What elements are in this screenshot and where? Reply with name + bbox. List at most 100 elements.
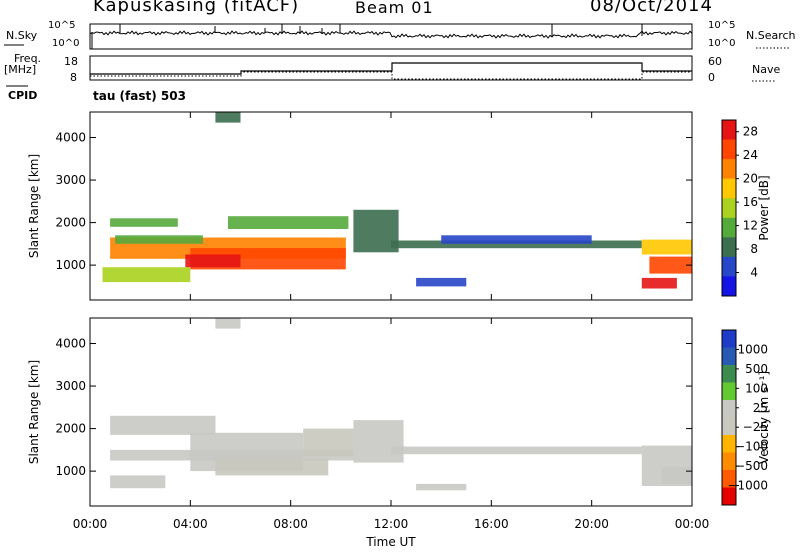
power-data-cell xyxy=(641,277,677,289)
power-colorbar-swatch xyxy=(722,159,736,179)
cpid-label: CPID xyxy=(8,89,38,102)
velocity-y-axis-label: Slant Range [km] xyxy=(27,360,41,464)
velocity-data-cell xyxy=(661,466,692,484)
power-data-cell xyxy=(115,235,203,244)
velocity-colorbar-swatch xyxy=(722,417,736,436)
power-colorbar-label: Power [dB] xyxy=(757,175,771,240)
velocity-data-cell xyxy=(110,475,166,489)
power-y-axis-label: Slant Range [km] xyxy=(27,154,41,258)
velocity-colorbar-swatch xyxy=(722,330,736,348)
freq-panel-frame xyxy=(89,55,693,81)
velocity-plot-bg xyxy=(90,318,692,506)
velocity-colorbar-swatch xyxy=(722,435,736,453)
velocity-data-cell xyxy=(215,458,329,476)
power-y-tick-label: 4000 xyxy=(55,131,86,145)
power-colorbar-tick-label: 20 xyxy=(743,172,758,186)
velocity-colorbar-tick-label: −25 xyxy=(743,420,768,434)
power-colorbar-tick-label: 28 xyxy=(743,125,758,139)
power-data-cell xyxy=(391,240,642,249)
velocity-colorbar-swatch xyxy=(722,487,736,506)
velocity-y-tick-label: 4000 xyxy=(55,337,86,351)
noise-left-top-tick: 10^5 xyxy=(48,20,76,31)
power-data-cell xyxy=(102,267,191,283)
velocity-colorbar-tick-label: 1000 xyxy=(737,342,768,356)
power-colorbar-tick-label: 8 xyxy=(750,242,758,256)
freq-bottom-tick: 8 xyxy=(70,71,77,84)
velocity-colorbar-frame xyxy=(721,329,737,506)
x-tick-label: 00:00 xyxy=(73,517,108,531)
x-tick-label: 08:00 xyxy=(273,517,308,531)
velocity-colorbar-tick-label: 25 xyxy=(753,401,768,415)
velocity-data-cell xyxy=(353,420,404,463)
power-colorbar-swatch xyxy=(722,276,736,297)
power-data-cell xyxy=(649,256,692,274)
noise-right-top-tick: 10^5 xyxy=(708,20,736,31)
velocity-colorbar-tick-label: −100 xyxy=(735,440,768,454)
nave-bottom-tick: 0 xyxy=(708,71,715,84)
power-y-tick-label: 3000 xyxy=(55,173,86,187)
velocity-colorbar-tick-label: 500 xyxy=(745,362,768,376)
power-colorbar-swatch xyxy=(722,120,736,140)
power-data-cell xyxy=(441,235,592,244)
velocity-colorbar-swatch xyxy=(722,400,736,418)
power-y-tick-label: 1000 xyxy=(55,258,86,272)
power-data-cell xyxy=(641,239,692,255)
noise-panel-frame xyxy=(89,23,693,50)
beam-title: Beam 01 xyxy=(355,0,434,17)
cpid-program: tau (fast) 503 xyxy=(93,89,186,103)
freq-unit-label: [MHz] xyxy=(4,63,37,76)
power-colorbar-swatch xyxy=(722,178,736,199)
power-colorbar-frame xyxy=(721,119,737,297)
power-data-cell xyxy=(228,216,349,229)
freq-trace xyxy=(90,62,692,75)
velocity-data-cell xyxy=(303,428,354,457)
power-data-cell xyxy=(185,254,241,268)
power-data-cell xyxy=(110,218,178,227)
nave-label: Nave xyxy=(752,63,781,76)
nave-top-tick: 60 xyxy=(708,55,722,68)
x-tick-label: 00:00 xyxy=(675,517,710,531)
x-tick-label: 16:00 xyxy=(474,517,509,531)
velocity-colorbar-tick-label: −1000 xyxy=(727,479,768,493)
power-data-cell xyxy=(215,112,241,123)
noise-left-bottom-tick: 10^0 xyxy=(52,38,80,49)
n-sky-label: N.Sky xyxy=(6,29,38,42)
power-colorbar-swatch xyxy=(722,256,736,277)
velocity-colorbar-label: Velocity [m s⁻¹] xyxy=(757,371,771,464)
power-colorbar-swatch xyxy=(722,139,736,160)
power-colorbar-tick-label: 4 xyxy=(750,266,758,280)
power-colorbar-tick-label: 24 xyxy=(743,148,758,162)
freq-top-tick: 18 xyxy=(64,55,78,68)
velocity-colorbar-swatch xyxy=(722,470,736,488)
velocity-y-tick-label: 2000 xyxy=(55,422,86,436)
velocity-y-tick-label: 3000 xyxy=(55,379,86,393)
velocity-colorbar-swatch xyxy=(722,365,736,383)
velocity-colorbar-tick-label: 100 xyxy=(745,381,768,395)
date-title: 08/Oct/2014 xyxy=(590,0,713,16)
power-colorbar-swatch xyxy=(722,217,736,238)
x-tick-label: 20:00 xyxy=(574,517,609,531)
power-data-cell xyxy=(416,277,467,287)
velocity-colorbar-tick-label: −500 xyxy=(735,459,768,473)
power-colorbar-swatch xyxy=(722,198,736,219)
n-search-label: N.Search xyxy=(746,29,796,42)
velocity-colorbar-swatch xyxy=(722,347,736,366)
velocity-colorbar-swatch xyxy=(722,452,736,471)
velocity-data-cell xyxy=(215,318,241,329)
velocity-data-cell xyxy=(416,483,467,491)
velocity-data-cell xyxy=(391,446,642,455)
power-colorbar-tick-label: 12 xyxy=(743,219,758,233)
noise-sky-trace xyxy=(89,30,693,39)
power-colorbar-tick-label: 16 xyxy=(743,195,758,209)
x-tick-label: 04:00 xyxy=(173,517,208,531)
velocity-data-cell xyxy=(110,415,216,435)
power-colorbar-swatch xyxy=(722,237,736,258)
noise-right-bottom-tick: 10^0 xyxy=(708,38,736,49)
nave-trace xyxy=(90,71,692,80)
freq-label: Freq. xyxy=(14,52,42,65)
x-axis-label: Time UT xyxy=(365,535,416,549)
velocity-y-tick-label: 1000 xyxy=(55,464,86,478)
power-y-tick-label: 2000 xyxy=(55,216,86,230)
x-tick-label: 12:00 xyxy=(374,517,409,531)
